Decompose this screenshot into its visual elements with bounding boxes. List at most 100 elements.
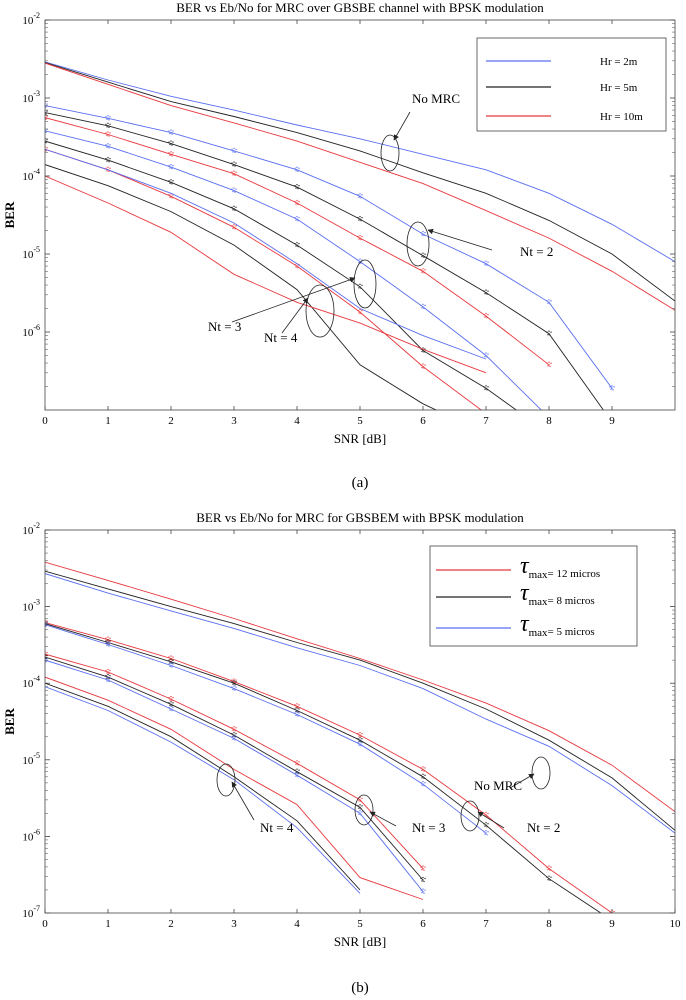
y-tick-label: 10-2: [22, 11, 40, 27]
data-point: [107, 671, 109, 673]
data-point: [423, 777, 425, 779]
x-axis-label: SNR [dB]: [334, 934, 386, 949]
data-point: [233, 728, 235, 730]
data-point: [168, 656, 170, 658]
data-point: [231, 171, 233, 173]
data-point: [420, 877, 422, 880]
data-point: [548, 433, 549, 434]
data-point: [548, 330, 550, 332]
data-point: [45, 118, 47, 120]
data-point: [424, 866, 426, 868]
data-point: [294, 761, 296, 763]
data-point: [357, 738, 359, 740]
data-point: [550, 362, 552, 364]
data-point: [485, 822, 487, 824]
data-point: [169, 182, 171, 184]
data-point: [424, 767, 426, 769]
data-point: [484, 833, 486, 835]
data-point: [107, 641, 109, 643]
x-tick-label: 6: [420, 415, 426, 427]
annotations: No MRC Nt = 2 Nt = 3 Nt = 4: [208, 91, 553, 345]
data-point: [296, 166, 298, 168]
data-point: [171, 144, 173, 146]
data-point: [420, 304, 422, 306]
data-point: [422, 363, 424, 365]
chart-title: BER vs Eb/No for MRC over GBSBE channel …: [176, 0, 544, 15]
data-point: [170, 701, 172, 703]
data-point: [360, 239, 362, 241]
data-point: [234, 730, 236, 732]
y-tick-label: 10-6: [22, 827, 40, 843]
x-tick-label: 9: [609, 918, 615, 930]
data-point: [609, 386, 611, 388]
data-point: [421, 880, 423, 882]
data-point: [232, 729, 234, 731]
data-point: [298, 185, 300, 187]
data-point: [298, 243, 300, 245]
data-point: [296, 771, 298, 773]
data-point: [423, 367, 425, 369]
data-point: [295, 219, 297, 221]
data-point: [232, 151, 234, 153]
data-point: [296, 760, 298, 762]
data-point: [357, 733, 359, 735]
data-point: [232, 735, 234, 737]
data-point: [231, 733, 233, 735]
data-point: [548, 301, 550, 303]
data-point: [295, 772, 297, 774]
data-point: [298, 769, 300, 771]
data-point: [359, 216, 361, 218]
data-point: [360, 287, 362, 289]
data-point: [296, 186, 298, 188]
data-point: [45, 106, 47, 108]
data-point: [233, 681, 235, 683]
y-tick-label: 10-4: [22, 674, 40, 690]
data-point: [109, 637, 111, 639]
data-point: [46, 115, 48, 117]
data-point: [421, 869, 423, 871]
series-line: [45, 624, 487, 834]
x-tick-label: 6: [420, 918, 426, 930]
data-point: [296, 711, 298, 713]
data-point: [357, 217, 359, 219]
data-point: [294, 217, 296, 219]
y-tick-label: 10-5: [22, 751, 40, 767]
data-point: [486, 264, 488, 266]
data-point: [361, 811, 363, 813]
annotation-arrow: [427, 228, 493, 251]
x-tick-label: 10: [670, 918, 682, 930]
data-point: [107, 122, 109, 124]
data-point: [170, 661, 172, 663]
x-tick-label: 7: [483, 918, 489, 930]
data-point: [109, 677, 111, 680]
data-point: [358, 219, 360, 221]
data-point: [235, 162, 237, 164]
data-point: [359, 812, 361, 814]
data-point: [424, 253, 426, 255]
data-point: [421, 307, 423, 309]
data-point: [172, 659, 174, 661]
data-point: [422, 879, 424, 881]
data-point: [231, 206, 233, 208]
data-point: [359, 218, 361, 220]
data-point: [485, 352, 487, 354]
data-point: [422, 252, 424, 254]
data-point: [423, 307, 425, 309]
x-axis-label: SNR [dB]: [334, 431, 386, 446]
data-point: [359, 309, 361, 311]
data-point: [359, 737, 361, 739]
data-point: [42, 139, 43, 140]
data-point: [231, 148, 233, 150]
data-point: [359, 311, 361, 313]
data-point: [360, 808, 362, 810]
data-point: [422, 255, 424, 257]
data-point: [361, 284, 363, 286]
data-point: [422, 891, 424, 893]
data-point: [231, 679, 233, 681]
data-point: [548, 430, 549, 431]
data-point: [297, 220, 299, 222]
data-point: [42, 111, 43, 112]
data-point: [169, 704, 171, 706]
data-point: [168, 659, 170, 661]
data-point: [487, 812, 489, 815]
